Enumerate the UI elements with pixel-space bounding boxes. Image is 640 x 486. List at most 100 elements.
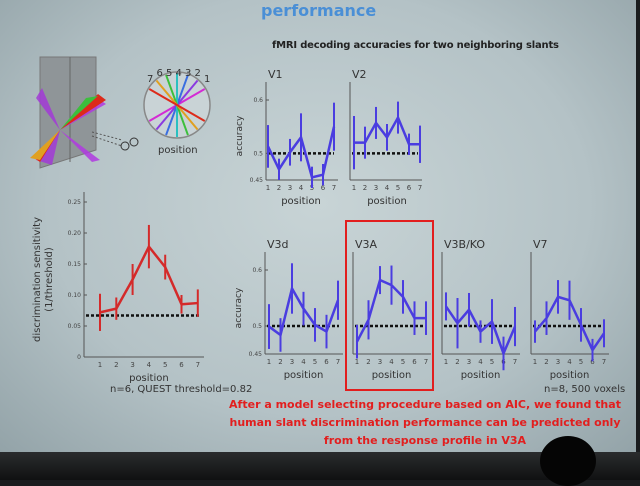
chart-title: V2	[352, 68, 367, 81]
conclusion-line-1: After a model selecting procedure based …	[229, 398, 621, 411]
chart-v3b-ko: V3B/KO1234567position	[441, 238, 520, 381]
y-tick-label: 0.6	[253, 97, 263, 104]
y-tick-label: 0.6	[252, 267, 262, 274]
position-number: 5	[166, 68, 172, 79]
data-line	[99, 244, 198, 314]
x-tick-label: 4	[301, 358, 306, 366]
y-tick-label: 0.5	[252, 323, 262, 330]
x-tick-label: 6	[412, 358, 417, 366]
eye-icon	[120, 141, 130, 151]
x-tick-label: 6	[590, 358, 595, 366]
y-axis-label: discrimination sensitivity	[32, 217, 43, 342]
y-tick-label: 0.45	[249, 351, 263, 358]
x-tick-label: 1	[352, 184, 356, 192]
x-tick-label: 5	[163, 361, 167, 369]
x-tick-label: 4	[567, 358, 572, 366]
x-tick-label: 3	[130, 361, 134, 369]
data-line	[444, 305, 517, 357]
x-tick-label: 2	[455, 358, 459, 366]
behavior-note: n=6, QUEST threshold=0.82	[110, 384, 253, 395]
x-tick-label: 6	[179, 361, 184, 369]
y-tick-label: 0.05	[68, 323, 82, 330]
x-tick-label: 7	[424, 358, 428, 366]
x-tick-label: 1	[98, 361, 102, 369]
charts: 0 0.05 0.10 0.15 0.20 0.25 discrimination sens…	[32, 68, 609, 391]
presentation-slide: performance fMRI decoding accuracies for…	[0, 0, 636, 452]
illustration: 76 5 4 3 21	[30, 56, 211, 169]
x-tick-label: 3	[288, 184, 292, 192]
y-tick-label: 0.45	[250, 177, 264, 184]
y-axis-label: accuracy	[234, 287, 244, 328]
position-number: 6	[157, 68, 163, 79]
position-number: 7	[147, 74, 153, 85]
chart-v3d: V3d 0.45 0.5 0.6 accuracy 1 2 3 4 5 6 7 position	[234, 238, 343, 381]
eye-icon	[129, 137, 139, 147]
y-tick-label: 0	[77, 354, 81, 361]
x-tick-label: 2	[363, 184, 367, 192]
conclusion-line-2: human slant discrimination performance c…	[229, 416, 621, 429]
x-axis-label: position	[550, 370, 590, 381]
x-axis-label: position	[367, 196, 407, 207]
x-tick-label: 5	[490, 358, 494, 366]
x-tick-label: 7	[513, 358, 517, 366]
x-tick-label: 1	[267, 358, 271, 366]
y-axis-label-2: (1/threshold)	[44, 247, 55, 312]
y-axis-label: accuracy	[235, 115, 245, 156]
chart-v3a: V3A 1 2 3 4 5 6 7 position	[352, 238, 431, 381]
chart-title: V3d	[267, 238, 289, 251]
room-floor	[0, 452, 640, 480]
x-tick-label: 2	[114, 361, 118, 369]
x-tick-label: 3	[290, 358, 294, 366]
position-number: 2	[195, 68, 201, 79]
x-tick-label: 5	[579, 358, 583, 366]
x-axis-label: position	[284, 370, 324, 381]
position-number: 4	[176, 68, 182, 79]
position-number: 1	[204, 74, 210, 85]
chart-title: V7	[533, 238, 548, 251]
x-axis-label: position	[281, 196, 321, 207]
x-tick-label: 4	[147, 361, 152, 369]
x-tick-label: 1	[444, 358, 448, 366]
x-tick-label: 7	[602, 358, 606, 366]
rainbow-fan-right	[60, 100, 106, 162]
chart-v2: V2 1 2 3 4 5 6 7 position	[349, 68, 422, 207]
x-axis-label: position	[372, 370, 412, 381]
x-tick-label: 1	[355, 358, 359, 366]
data-line	[354, 114, 420, 146]
illustration-position-label: position	[158, 145, 198, 156]
x-tick-label: 4	[299, 184, 304, 192]
data-line	[266, 126, 336, 179]
y-tick-label: 0.20	[68, 230, 82, 237]
x-tick-label: 5	[313, 358, 317, 366]
slide-title: performance	[261, 1, 377, 20]
audience-head	[540, 436, 596, 486]
x-tick-label: 7	[418, 184, 422, 192]
x-tick-label: 2	[278, 358, 282, 366]
x-tick-label: 5	[401, 358, 405, 366]
chart-v7: V7 1 2 3 4 5 6 7 position	[530, 238, 609, 381]
x-axis-label: position	[129, 373, 169, 384]
chart-behavior: 0 0.05 0.10 0.15 0.20 0.25 discrimination sens…	[32, 192, 204, 384]
y-tick-label: 0.10	[68, 292, 82, 299]
conclusion-line-3: from the response profile in V3A	[323, 434, 527, 447]
x-tick-label: 2	[277, 184, 281, 192]
x-tick-label: 2	[366, 358, 370, 366]
x-tick-label: 3	[467, 358, 471, 366]
x-axis-label: position	[461, 370, 501, 381]
y-tick-label: 0.5	[253, 150, 263, 157]
slant-lines	[148, 73, 206, 137]
x-tick-label: 3	[374, 184, 378, 192]
x-tick-label: 7	[332, 184, 336, 192]
chart-title: V3B/KO	[444, 238, 485, 251]
chart-title: V3A	[355, 238, 378, 251]
slide-subtitle: fMRI decoding accuracies for two neighbo…	[272, 40, 559, 51]
y-tick-label: 0.15	[68, 261, 82, 268]
x-tick-label: 3	[556, 358, 560, 366]
data-line	[534, 295, 606, 353]
x-tick-label: 4	[385, 184, 390, 192]
x-tick-label: 2	[544, 358, 548, 366]
x-tick-label: 5	[396, 184, 400, 192]
data-line	[355, 278, 426, 343]
x-tick-label: 4	[389, 358, 394, 366]
